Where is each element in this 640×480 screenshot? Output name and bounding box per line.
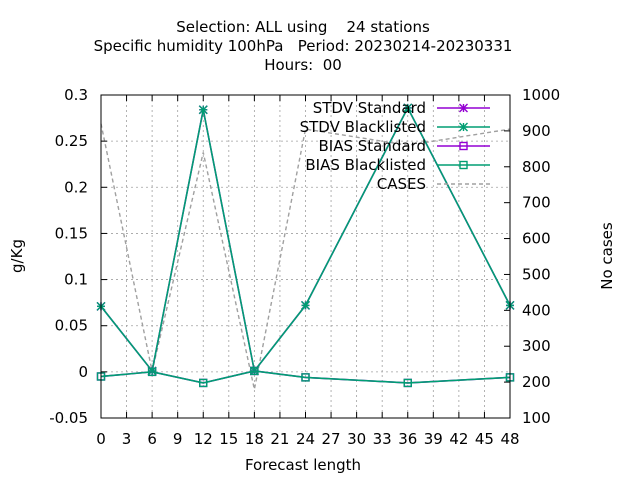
data-point-bias-blacklisted [147,367,157,377]
y2-tick-label: 200 [522,373,551,391]
y-tick-label: 0.1 [64,271,88,289]
series-layer [96,103,515,390]
x-axis-label: Forecast length [245,456,361,474]
x-tick-label: 21 [270,430,289,448]
series-stdv-blacklisted [96,103,515,376]
y2-axis-label: No cases [598,222,616,290]
y2-tick-label: 100 [522,409,551,427]
y-tick-label: -0.05 [49,409,88,427]
x-tick-label: 18 [245,430,264,448]
x-tick-label: 0 [96,430,106,448]
x-tick-label: 48 [500,430,519,448]
y-tick-label: 0.2 [64,178,88,196]
y2-tick-label: 800 [522,158,551,176]
data-point-stdv-blacklisted [198,105,208,115]
series-line-bias-blacklisted [100,370,511,384]
y2-tick-label: 1000 [522,86,560,104]
data-point-bias-blacklisted [403,378,412,388]
data-point-bias-blacklisted [301,373,310,382]
y2-tick-label: 400 [522,301,551,319]
title-line-2: Specific humidity 100hPa Period: 2023021… [94,37,513,55]
ticks: 0 3 6 9 12 15 18 21 24 27 30 33 36 39 42 45 48-0.0500.05… [49,86,560,448]
legend-label-stdv-blacklisted: STDV Blacklisted [300,118,426,136]
grid [101,95,510,418]
data-point-bias-blacklisted [250,366,259,376]
data-point-bias-blacklisted [199,378,208,388]
x-tick-label: 3 [122,430,132,448]
legend-label-cases: CASES [377,175,426,193]
x-tick-label: 33 [373,430,392,448]
x-tick-label: 45 [475,430,494,448]
title-line-3: Hours: 00 [264,56,342,74]
x-tick-label: 30 [347,430,366,448]
y-tick-label: 0.3 [64,86,88,104]
y2-tick-label: 900 [522,122,551,140]
x-tick-label: 15 [219,430,238,448]
x-tick-label: 42 [449,430,468,448]
x-tick-label: 12 [194,430,213,448]
y2-tick-label: 300 [522,337,551,355]
series-bias-blacklisted [96,366,515,388]
legend-label-bias-blacklisted: BIAS Blacklisted [305,156,426,174]
legend-marker-stdv-standard [459,103,468,113]
x-tick-label: 39 [424,430,443,448]
y2-tick-label: 600 [522,230,551,248]
x-tick-label: 27 [322,430,341,448]
y-tick-label: 0.25 [55,132,88,150]
legend-marker-stdv-blacklisted [459,122,468,132]
y-axis-label: g/Kg [8,239,26,273]
data-point-stdv-blacklisted [403,103,413,113]
x-tick-label: 36 [398,430,417,448]
legend-label-bias-standard: BIAS Standard [318,137,426,155]
x-tick-label: 6 [147,430,157,448]
legend-label-stdv-standard: STDV Standard [313,99,426,117]
y-tick-label: 0 [78,363,88,381]
y-tick-label: 0.05 [55,317,88,335]
data-point-stdv-blacklisted [301,300,310,310]
x-tick-label: 9 [173,430,183,448]
title-line-1: Selection: ALL using 24 stations [176,18,430,36]
x-tick-label: 24 [296,430,315,448]
legend-marker-bias-standard [459,141,468,151]
y-tick-label: 0.15 [55,224,88,242]
y2-tick-label: 500 [522,265,551,283]
y2-tick-label: 700 [522,194,551,212]
legend-marker-bias-blacklisted [459,160,468,170]
